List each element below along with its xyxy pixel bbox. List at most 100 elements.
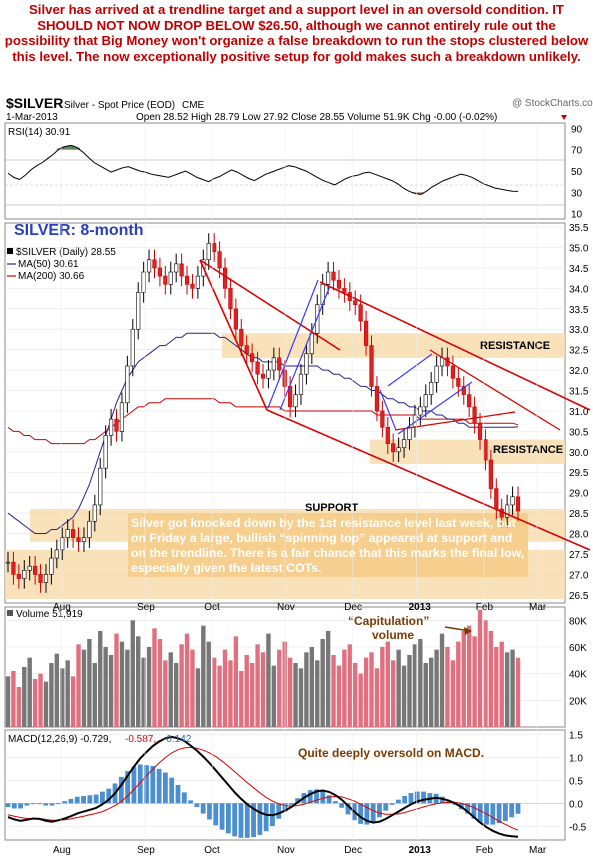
volume-label: Volume 51,919: [16, 609, 83, 620]
rsi-line: [7, 144, 519, 196]
macd-histogram-bar: [509, 803, 515, 818]
candle-body: [401, 439, 407, 449]
volume-bar: [130, 620, 135, 727]
volume-bar: [11, 671, 16, 727]
volume-bar: [54, 653, 60, 727]
volume-bar: [152, 628, 157, 727]
volume-bar: [217, 665, 222, 727]
macd-histogram-bar: [370, 803, 376, 823]
volume-bar: [76, 644, 81, 727]
candle-body: [266, 369, 271, 379]
exchange: CME: [182, 100, 205, 111]
candle-body: [212, 243, 217, 252]
trendline: [394, 411, 516, 431]
candle-body: [244, 345, 249, 355]
volume-bar: [494, 647, 499, 727]
volume-bar: [27, 657, 32, 727]
rsi-overbought-fill: [73, 147, 80, 150]
volume-bar: [293, 663, 298, 727]
volume-bar: [168, 652, 173, 727]
volume-bar: [119, 641, 125, 727]
candle-body: [385, 427, 390, 444]
macd-histogram-bar: [515, 803, 521, 814]
volume-bar: [255, 644, 260, 727]
candle-body: [494, 488, 499, 510]
volume-bar: [65, 660, 70, 727]
candle-body: [277, 357, 282, 371]
macd-histogram-bar: [200, 803, 206, 814]
volume-bar: [22, 667, 27, 727]
rsi-tick-label: 70: [571, 146, 583, 157]
x-axis-label: Oct: [204, 602, 220, 613]
macd-histogram-bar: [339, 803, 345, 808]
volume-bar: [445, 647, 450, 727]
candle-body: [515, 496, 521, 512]
macd-histogram-bar: [207, 803, 212, 820]
price-tick-label: 30.0: [569, 448, 589, 459]
volume-bar: [271, 665, 277, 727]
candle-body: [505, 504, 510, 518]
stock-chart: $SILVER Silver - Spot Price (EOD) CME @ …: [4, 95, 593, 856]
candle-body: [342, 288, 347, 293]
x-axis-label: Sep: [137, 845, 155, 856]
candle-body: [108, 418, 114, 436]
macd-histogram-bar: [307, 790, 313, 804]
support-label: SUPPORT: [305, 502, 358, 514]
macd-histogram-bar: [30, 803, 36, 805]
trendline-lower: [266, 409, 591, 551]
candle-body: [190, 283, 195, 289]
capitulation-annotation-1: “Capitulation”: [348, 614, 429, 628]
macd-histogram-bar: [87, 795, 93, 804]
rsi-label: RSI(14) 30.91: [8, 127, 71, 138]
candle-body: [271, 357, 276, 371]
macd-signal-label: -0.587,: [125, 734, 156, 745]
candle-body: [255, 361, 260, 375]
volume-bar: [418, 639, 423, 727]
legend-ma50: MA(50) 30.61: [18, 259, 79, 270]
macd-histogram-bar: [219, 803, 225, 830]
volume-bar: [309, 647, 315, 727]
volume-bar: [374, 668, 380, 727]
volume-bar: [49, 663, 54, 727]
x-axis-label: Dec: [344, 602, 362, 613]
price-tick-label: 29.5: [569, 468, 589, 479]
candle-body: [239, 328, 244, 346]
volume-bar: [385, 641, 390, 727]
price-tick-label: 34.5: [569, 264, 589, 275]
candle-body: [157, 267, 163, 277]
volume-bar: [141, 657, 146, 727]
volume-bar: [353, 663, 358, 727]
candle-body: [184, 275, 190, 285]
macd-histogram-bar: [244, 803, 250, 838]
macd-histogram-bar: [238, 803, 244, 838]
candle-body: [461, 386, 466, 395]
macd-hist-label: -0.142: [163, 734, 192, 745]
volume-bar: [163, 660, 168, 727]
volume-bar: [195, 668, 201, 727]
candle-body: [450, 365, 455, 379]
candle-body: [472, 406, 477, 424]
price-tick-label: 28.5: [569, 509, 589, 520]
price-tick-label: 31.0: [569, 407, 589, 418]
volume-bar: [325, 631, 331, 727]
macd-histogram-bar: [314, 789, 319, 804]
macd-histogram-bar: [402, 796, 408, 804]
macd-histogram-bar: [137, 764, 143, 804]
price-tick-label: 34.0: [569, 284, 589, 295]
trendline: [199, 259, 341, 351]
candle-body: [407, 427, 412, 440]
macd-histogram-bar: [106, 788, 112, 804]
symbol: $SILVER: [6, 95, 63, 111]
volume-tick-label: 80K: [569, 616, 587, 627]
caption: Silver has arrived at a trendline target…: [4, 2, 589, 64]
resistance-label-2: RESISTANCE: [493, 444, 563, 456]
volume-bar: [98, 631, 103, 727]
macd-histogram-bar: [43, 803, 49, 806]
macd-label: MACD(12,26,9) -0.729,: [8, 734, 111, 745]
price-tick-label: 33.5: [569, 305, 589, 316]
price-tick-label: 32.5: [569, 346, 589, 357]
volume-bar: [434, 649, 439, 727]
candle-body: [217, 251, 222, 269]
volume-bar: [472, 636, 477, 727]
candle-body: [16, 574, 21, 579]
